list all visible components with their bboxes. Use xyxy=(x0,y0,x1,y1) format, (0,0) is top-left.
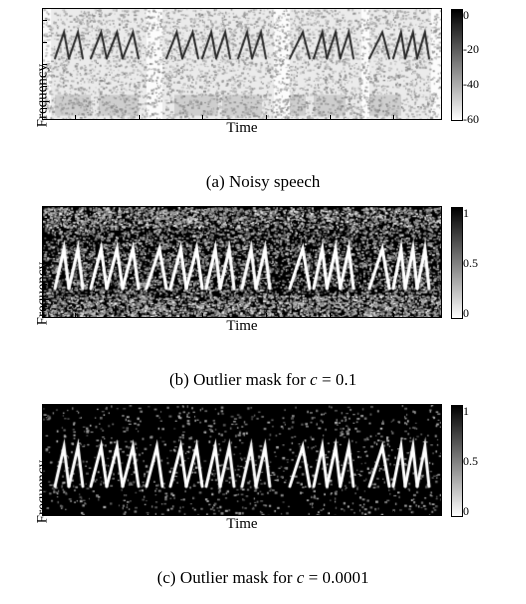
plot-a: FrequencyTime0-20-40-60 xyxy=(42,8,442,120)
colorbar-ticks: 10.50 xyxy=(463,207,499,319)
colorbar-tick-label: 1 xyxy=(463,207,469,219)
colorbar xyxy=(451,405,463,517)
colorbar-tick-label: 0.5 xyxy=(463,455,478,467)
colorbar-tick-label: 1 xyxy=(463,405,469,417)
caption-a: (a) Noisy speech xyxy=(0,172,526,192)
colorbar-tick-label: 0 xyxy=(463,9,469,21)
spectrogram-canvas-b xyxy=(43,207,441,317)
x-axis-label: Time xyxy=(226,318,257,335)
colorbar xyxy=(451,207,463,319)
colorbar xyxy=(451,9,463,121)
x-axis-label: Time xyxy=(226,516,257,533)
caption-b: (b) Outlier mask for c = 0.1 xyxy=(0,370,526,390)
colorbar-tick-label: -40 xyxy=(463,78,479,90)
spectrogram-canvas-a xyxy=(43,9,441,119)
colorbar-tick-label: 0.5 xyxy=(463,257,478,269)
colorbar-tick-label: -20 xyxy=(463,43,479,55)
plot-b: FrequencyTime10.50 xyxy=(42,206,442,318)
y-axis-label: Frequency xyxy=(35,262,52,325)
spectrogram-canvas-c xyxy=(43,405,441,515)
caption-c: (c) Outlier mask for c = 0.0001 xyxy=(0,568,526,588)
colorbar-ticks: 0-20-40-60 xyxy=(463,9,499,121)
plot-c: FrequencyTime10.50 xyxy=(42,404,442,516)
colorbar-tick-label: -60 xyxy=(463,113,479,125)
y-axis-label: Frequency xyxy=(35,64,52,127)
colorbar-tick-label: 0 xyxy=(463,307,469,319)
y-axis-label: Frequency xyxy=(35,460,52,523)
x-axis-label: Time xyxy=(226,120,257,137)
colorbar-ticks: 10.50 xyxy=(463,405,499,517)
colorbar-tick-label: 0 xyxy=(463,505,469,517)
